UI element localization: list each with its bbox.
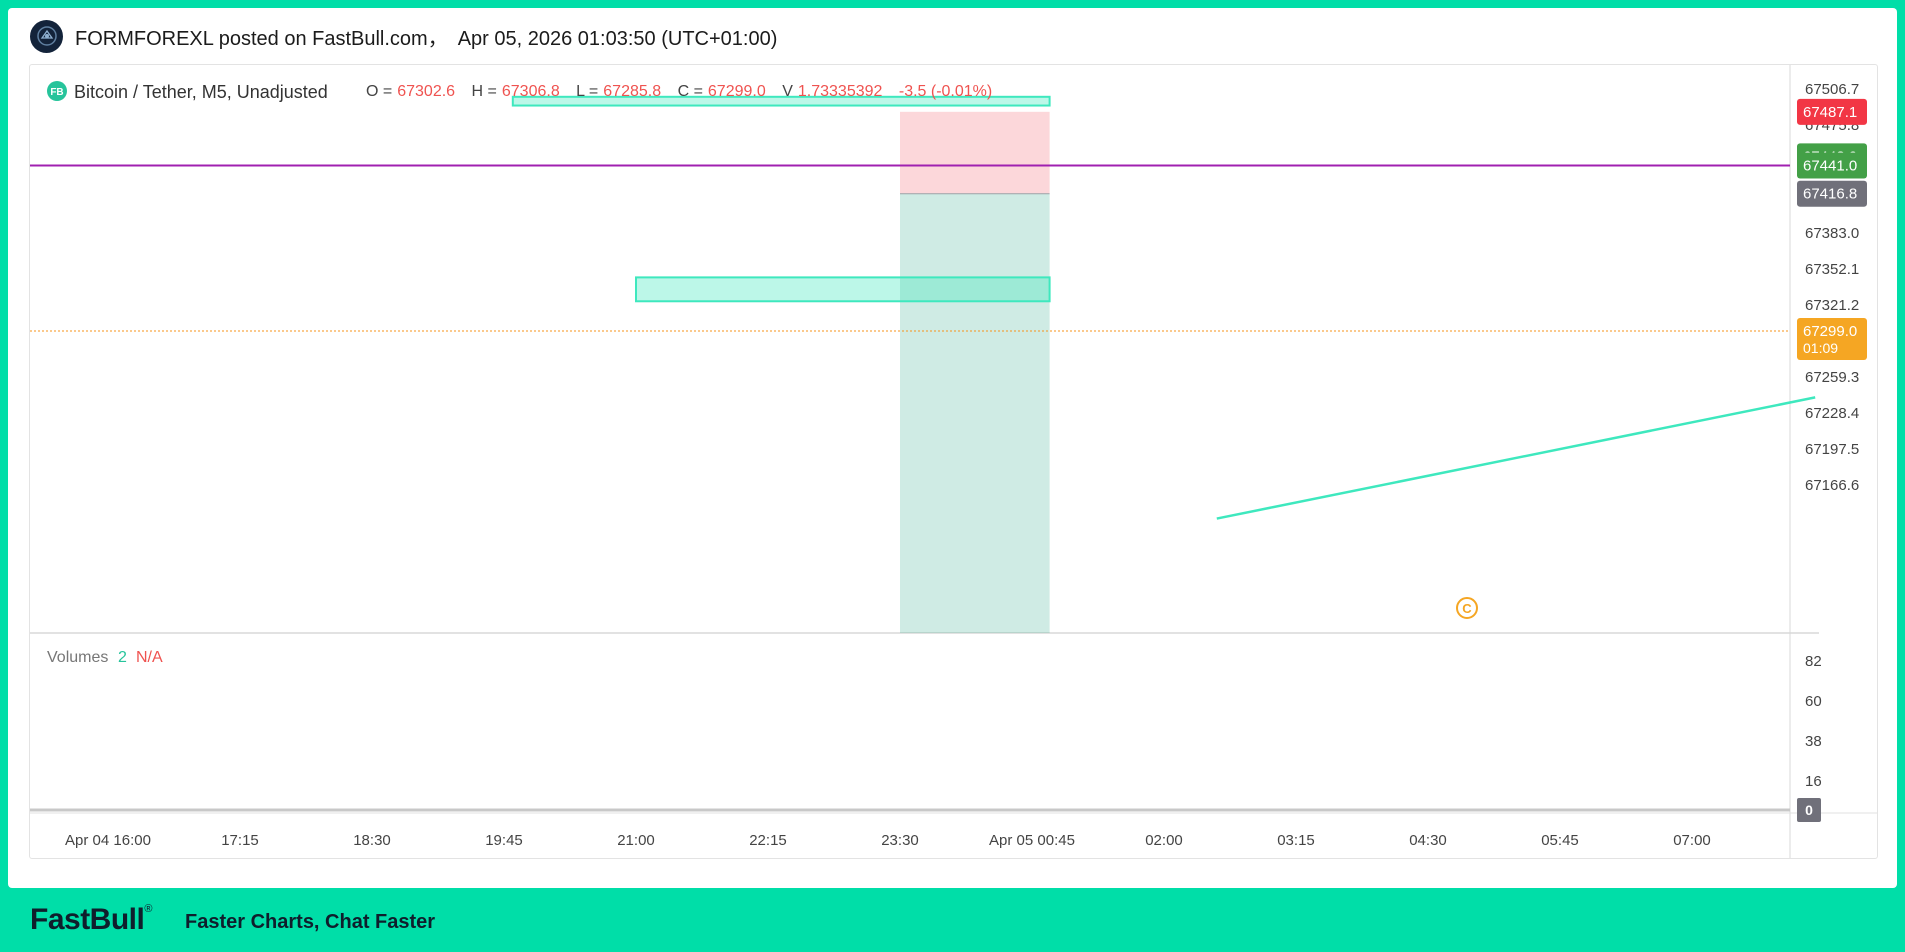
- price-tick-label: 67321.2: [1805, 297, 1859, 314]
- badge-price: 67299.0: [1803, 323, 1857, 340]
- chart-frame: 67506.7 67475.8 67383.0 67352.1 67321.2 67259…: [29, 64, 1878, 859]
- badge-background: [1797, 152, 1867, 179]
- take-profit-area: [900, 193, 1050, 634]
- upper-zone[interactable]: [511, 95, 1051, 107]
- short-position-tool[interactable]: [900, 111, 1050, 634]
- supply-zones[interactable]: [511, 95, 1051, 303]
- author-avatar[interactable]: [30, 19, 63, 53]
- post-card: [8, 8, 1897, 888]
- badge-background: [1797, 98, 1867, 125]
- post-author-line: FORMFOREXL posted on FastBull.com， Apr 0…: [75, 27, 778, 50]
- badge-countdown: 01:09: [1803, 340, 1838, 356]
- purple-level-badge: 67441.0: [1797, 152, 1867, 179]
- time-tick-label: 19:45: [485, 832, 523, 849]
- time-tick-label: 17:15: [221, 832, 259, 849]
- price-tick-label: 67197.5: [1805, 441, 1859, 458]
- time-tick-label: 03:15: [1277, 832, 1315, 849]
- avatar-emblem-icon: [36, 26, 57, 46]
- volumes-label: Volumes: [47, 649, 108, 666]
- time-tick-label: 22:15: [749, 832, 787, 849]
- time-tick-label: 18:30: [353, 832, 391, 849]
- fastbull-logo[interactable]: FastBull®: [30, 903, 152, 936]
- horizontal-lines[interactable]: [30, 164, 1790, 332]
- symbol-title: Bitcoin / Tether, M5, Unadjusted: [74, 82, 328, 102]
- time-tick-label: 02:00: [1145, 832, 1183, 849]
- middle-zone[interactable]: [635, 276, 1051, 303]
- time-tick-label: 21:00: [617, 832, 655, 849]
- volumes-legend: Volumes 2 N/A: [47, 649, 163, 666]
- footer-tagline: Faster Charts, Chat Faster: [185, 911, 436, 933]
- time-tick-label: 04:30: [1409, 832, 1447, 849]
- stop-loss-badge: 67487.1: [1797, 98, 1867, 125]
- volume-tick-label: 0: [1805, 802, 1813, 818]
- ascending-trend-line[interactable]: [1216, 396, 1816, 520]
- ohlc-readout: O = 67302.6 H = 67306.8 L = 67285.8 C = 6729…: [366, 83, 992, 100]
- price-tick-label: 67383.0: [1805, 225, 1859, 242]
- price-axis[interactable]: 67506.767475.867383.067352.167321.267259…: [1805, 81, 1859, 494]
- svg-text:C: C: [1462, 601, 1472, 616]
- price-tick-label: 67228.4: [1805, 405, 1859, 422]
- time-tick-label: 23:30: [881, 832, 919, 849]
- symbol-legend: FB Bitcoin / Tether, M5, Unadjusted O = 6…: [47, 81, 992, 102]
- badge-price: 67441.0: [1803, 158, 1857, 175]
- fastbull-badge-text: FB: [50, 87, 63, 98]
- volumes-value: 2: [118, 649, 127, 666]
- time-tick-label: Apr 05 00:45: [989, 832, 1075, 849]
- price-tick-label: 67166.6: [1805, 477, 1859, 494]
- fastbull-badge-icon: [47, 81, 67, 101]
- badge-background: [1797, 317, 1867, 360]
- price-tick-label: 67506.7: [1805, 81, 1859, 98]
- volume-tick-label: 60: [1805, 693, 1822, 710]
- badge-price: 67487.1: [1803, 104, 1857, 121]
- volumes-na: N/A: [136, 649, 163, 666]
- time-axis[interactable]: Apr 04 16:00 17:15 18:30 19:45 21:00 22:15 23:…: [65, 832, 1711, 849]
- time-tick-label: 05:45: [1541, 832, 1579, 849]
- copyright-icon[interactable]: C: [1456, 597, 1478, 619]
- volume-tick-label: 16: [1805, 773, 1822, 790]
- price-tick-label: 67352.1: [1805, 261, 1859, 278]
- volume-tick-label: 38: [1805, 733, 1822, 750]
- badge-background: [1797, 180, 1867, 207]
- price-tick-label: 67259.3: [1805, 369, 1859, 386]
- entry-badge: 67416.8: [1797, 180, 1867, 207]
- volume-tick-label: 82: [1805, 653, 1822, 670]
- candlestick-chart[interactable]: 67506.767475.867383.067352.167321.267259…: [30, 65, 1877, 858]
- volume-axis: 82 60 38 16 0: [1797, 653, 1822, 822]
- post-header: FORMFOREXL posted on FastBull.com， Apr 0…: [30, 19, 778, 53]
- stop-loss-area: [900, 111, 1050, 194]
- trend-line[interactable]: [1216, 396, 1816, 520]
- volume-zero-badge: [1797, 798, 1821, 822]
- last-price-badge: 67299.001:09: [1797, 317, 1867, 360]
- time-tick-label: Apr 04 16:00: [65, 832, 151, 849]
- badge-price: 67416.8: [1803, 186, 1857, 203]
- time-tick-label: 07:00: [1673, 832, 1711, 849]
